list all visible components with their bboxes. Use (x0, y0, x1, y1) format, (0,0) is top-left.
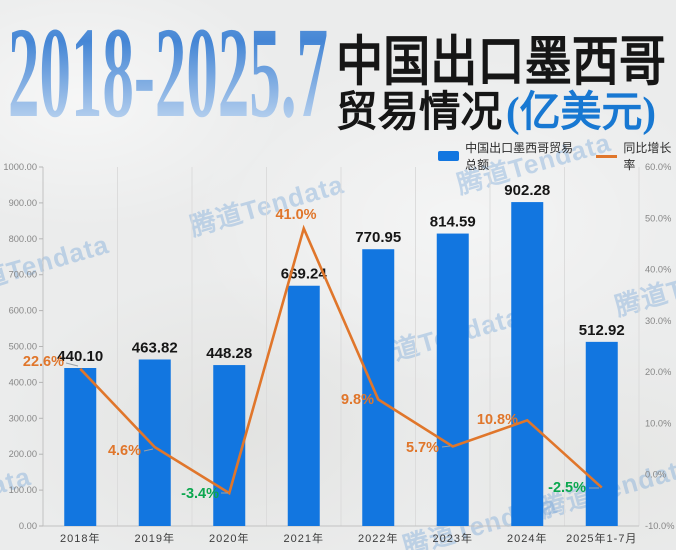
left-axis-tick-label: 900.00 (9, 198, 37, 208)
legend-item-bar-series[interactable]: 中国出口墨西哥贸易总额 (438, 139, 581, 173)
right-axis-tick-label: 60.0% (645, 162, 671, 172)
period-text: 2018-2025.7 (8, 1, 328, 135)
right-axis-tick-label: 20.0% (645, 367, 671, 377)
legend-bar-label: 中国出口墨西哥贸易总额 (465, 141, 574, 172)
growth-rate-label: 5.7% (406, 440, 439, 456)
legend-item-line-series[interactable]: 同比增长率 (596, 139, 676, 173)
label-leader-line (441, 445, 451, 448)
category-label: 2023年 (433, 531, 473, 545)
category-label: 2018年 (60, 531, 100, 545)
growth-rate-label: 10.8% (477, 412, 518, 428)
left-axis-tick-label: 400.00 (9, 377, 37, 387)
growth-rate-label: -3.4% (181, 486, 219, 502)
growth-rate-label: -2.5% (548, 480, 586, 496)
bar-value-label: 448.28 (206, 345, 252, 362)
bar-value-label: 440.10 (57, 348, 103, 365)
label-leader-line (143, 448, 154, 452)
growth-rate-label: 9.8% (341, 392, 374, 408)
growth-rate-label: 41.0% (275, 207, 316, 223)
bar-series-swatch-icon (438, 151, 460, 161)
category-label: 2020年 (209, 531, 249, 545)
bar-2019年 (138, 359, 171, 526)
bar-2018年 (64, 368, 97, 526)
header: 2018-2025.7 中国出口墨西哥 贸易情况 (亿美元) (8, 1, 666, 135)
right-axis-tick-label: 30.0% (645, 316, 671, 326)
left-axis-tick-label: 600.00 (9, 306, 37, 316)
title-unit: (亿美元) (506, 89, 656, 135)
right-axis-tick-label: 40.0% (645, 265, 671, 275)
growth-rate-label: 4.6% (108, 443, 141, 459)
right-axis-tick-label: 0.0% (645, 470, 666, 480)
bar-2025年1-7月 (585, 341, 618, 526)
legend-line-label: 同比增长率 (623, 141, 672, 172)
bar-value-label: 512.92 (579, 322, 625, 339)
bar-2023年 (436, 233, 469, 526)
right-axis-tick-label: -10.0% (645, 521, 674, 531)
bar-2022年 (362, 249, 395, 526)
right-axis-tick-label: 10.0% (645, 418, 671, 428)
left-axis-tick-label: 800.00 (9, 234, 37, 244)
category-label: 2021年 (284, 531, 324, 545)
growth-rate-label: 22.6% (23, 354, 64, 370)
left-axis-tick-label: 1000.00 (3, 162, 37, 172)
bar-2020年 (213, 365, 246, 526)
title-main: 中国出口墨西哥 (336, 32, 666, 92)
label-leader-line (65, 362, 79, 367)
bar-value-label: 463.82 (132, 339, 178, 356)
left-axis-tick-label: 500.00 (9, 342, 37, 352)
line-series-swatch-icon (596, 154, 618, 158)
category-label: 2022年 (358, 531, 398, 545)
bar-2021年 (287, 285, 320, 526)
bar-2024年 (511, 202, 544, 526)
bar-value-label: 814.59 (430, 214, 476, 231)
title-sub: 贸易情况 (336, 89, 502, 135)
bar-value-label: 770.95 (355, 229, 401, 246)
right-axis-tick-label: 50.0% (645, 213, 671, 223)
left-axis-tick-label: 700.00 (9, 270, 37, 280)
legend: 中国出口墨西哥贸易总额 同比增长率 (438, 139, 676, 173)
growth-rate-line (79, 224, 603, 496)
category-label: 2024年 (507, 531, 547, 545)
left-axis-tick-label: 300.00 (9, 413, 37, 423)
left-axis-tick-label: 200.00 (9, 449, 37, 459)
left-axis-tick-label: 100.00 (9, 485, 37, 495)
bar-value-label: 902.28 (504, 182, 550, 199)
left-axis-tick-label: 0.00 (19, 521, 37, 531)
category-label: 2019年 (135, 531, 175, 545)
category-label: 2025年1-7月 (566, 531, 637, 545)
